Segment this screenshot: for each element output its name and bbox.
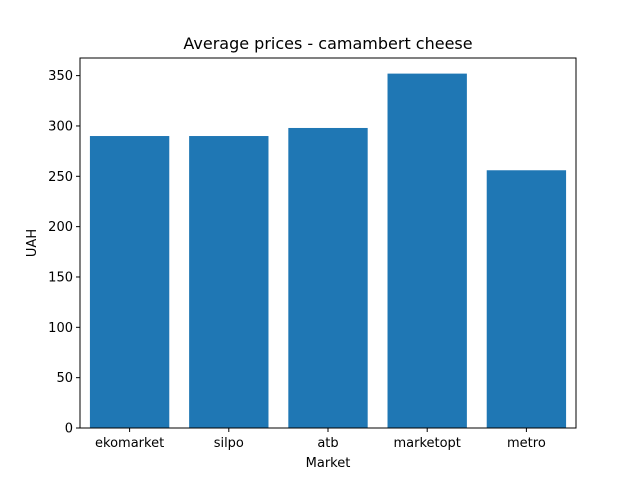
x-tick-label: atb bbox=[317, 436, 338, 451]
y-tick-label: 300 bbox=[48, 119, 73, 134]
y-tick-label: 150 bbox=[48, 270, 73, 285]
plot-frame bbox=[79, 57, 577, 429]
bar-atb bbox=[288, 127, 368, 428]
x-axis-ticks: ekomarket silpo atb marketopt metro bbox=[95, 428, 546, 451]
x-tick-label: metro bbox=[507, 436, 546, 451]
y-axis-label: UAH bbox=[25, 229, 40, 257]
x-tick-label: ekomarket bbox=[95, 436, 164, 451]
y-tick-label: 100 bbox=[48, 321, 73, 336]
bar-marketopt bbox=[387, 73, 467, 429]
x-axis-label: Market bbox=[306, 456, 351, 471]
y-axis-ticks: 0 50 100 150 200 250 300 350 bbox=[48, 69, 80, 437]
bars-layer bbox=[89, 73, 567, 429]
y-tick-label: 50 bbox=[56, 371, 73, 386]
y-tick-label: 350 bbox=[48, 69, 73, 84]
bar-ekomarket bbox=[89, 136, 170, 428]
y-tick-label: 0 bbox=[65, 422, 73, 437]
bar-metro bbox=[486, 170, 567, 428]
x-tick-label: silpo bbox=[214, 436, 244, 451]
x-tick-label: marketopt bbox=[393, 436, 460, 451]
chart-title: Average prices - camambert cheese bbox=[183, 34, 472, 53]
y-tick-label: 200 bbox=[48, 220, 73, 235]
bar-silpo bbox=[189, 136, 269, 428]
y-tick-label: 250 bbox=[48, 170, 73, 185]
